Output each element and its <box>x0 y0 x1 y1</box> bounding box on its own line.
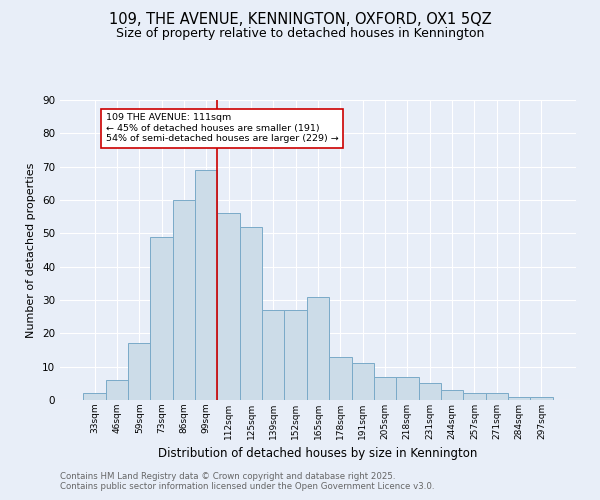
Bar <box>307 296 329 400</box>
Bar <box>441 390 463 400</box>
Bar <box>173 200 195 400</box>
Bar <box>151 236 173 400</box>
Text: Contains HM Land Registry data © Crown copyright and database right 2025.: Contains HM Land Registry data © Crown c… <box>60 472 395 481</box>
Bar <box>329 356 352 400</box>
Bar <box>284 310 307 400</box>
Bar <box>106 380 128 400</box>
Bar <box>352 364 374 400</box>
Text: Size of property relative to detached houses in Kennington: Size of property relative to detached ho… <box>116 28 484 40</box>
Bar <box>463 394 485 400</box>
Bar <box>374 376 396 400</box>
Bar <box>128 344 151 400</box>
Bar <box>419 384 441 400</box>
X-axis label: Distribution of detached houses by size in Kennington: Distribution of detached houses by size … <box>158 448 478 460</box>
Bar <box>530 396 553 400</box>
Bar <box>485 394 508 400</box>
Text: 109 THE AVENUE: 111sqm
← 45% of detached houses are smaller (191)
54% of semi-de: 109 THE AVENUE: 111sqm ← 45% of detached… <box>106 114 338 143</box>
Text: Contains public sector information licensed under the Open Government Licence v3: Contains public sector information licen… <box>60 482 434 491</box>
Bar <box>240 226 262 400</box>
Bar <box>217 214 240 400</box>
Text: 109, THE AVENUE, KENNINGTON, OXFORD, OX1 5QZ: 109, THE AVENUE, KENNINGTON, OXFORD, OX1… <box>109 12 491 28</box>
Bar <box>83 394 106 400</box>
Y-axis label: Number of detached properties: Number of detached properties <box>26 162 37 338</box>
Bar <box>508 396 530 400</box>
Bar <box>396 376 419 400</box>
Bar <box>262 310 284 400</box>
Bar <box>195 170 217 400</box>
